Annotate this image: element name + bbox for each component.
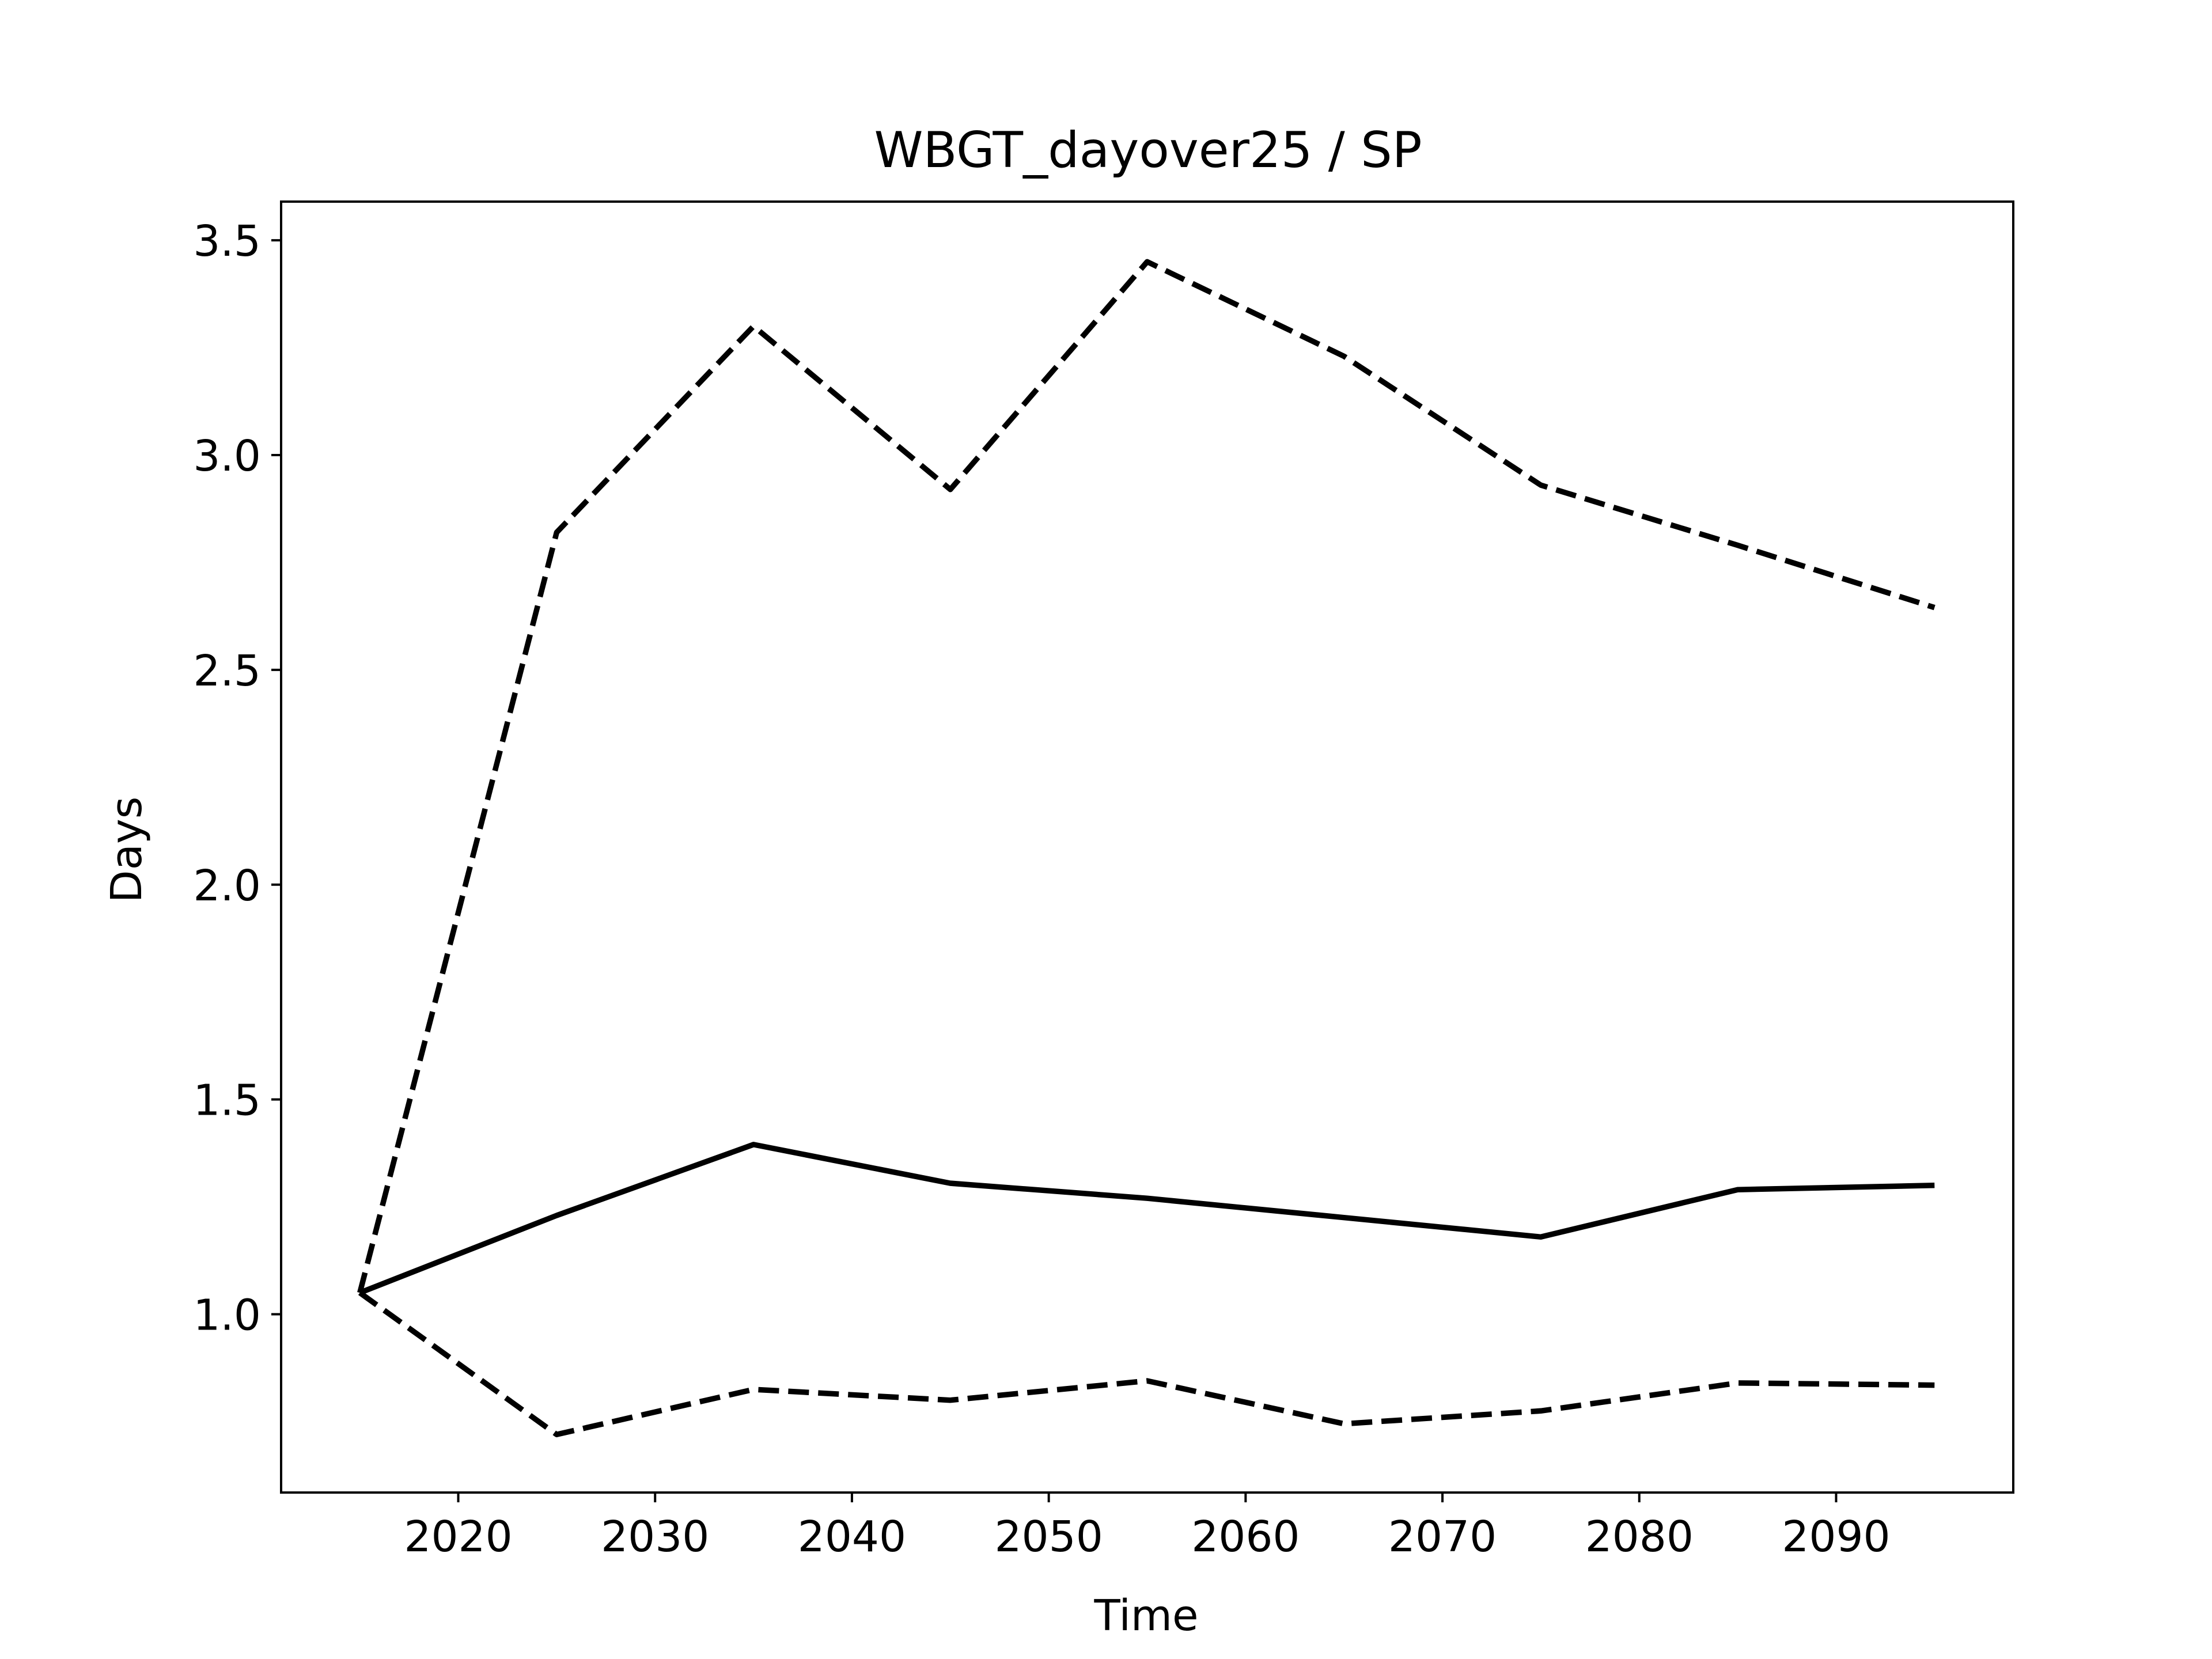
x-tick-label: 2090 [1782,1512,1890,1562]
x-tick-label: 2030 [601,1512,709,1562]
x-tick-label: 2070 [1388,1512,1497,1562]
dashed-series-line [357,259,1936,1294]
chart-title: WBGT_dayover25 / SP [874,122,1422,179]
x-tick-label: 2040 [798,1512,906,1562]
x-tick-label: 2080 [1585,1512,1694,1562]
y-tick-label: 3.5 [193,217,261,266]
x-tick-label: 2020 [404,1512,512,1562]
dashed-series-line [358,1290,1935,1438]
y-tick-label: 3.0 [193,431,261,481]
series-layer [357,259,1936,1438]
y-tick-label: 2.0 [193,861,261,911]
plot-frame [280,200,2014,1494]
x-tick-label: 2050 [994,1512,1103,1562]
x-axis-label: Time [1093,1591,1198,1641]
x-tick-label: 2060 [1191,1512,1300,1562]
y-tick-label: 1.5 [193,1076,261,1126]
y-axis-ticks: 1.0 1.5 2.0 2.5 3.0 3.5 [193,217,281,1340]
x-axis-ticks: 2020 2030 2040 2050 2060 2070 2080 2090 [404,1493,1891,1562]
solid-series-line [358,1142,1935,1296]
y-tick-label: 1.0 [193,1291,261,1340]
y-axis-label: Days [102,797,151,903]
y-tick-label: 2.5 [193,646,261,696]
